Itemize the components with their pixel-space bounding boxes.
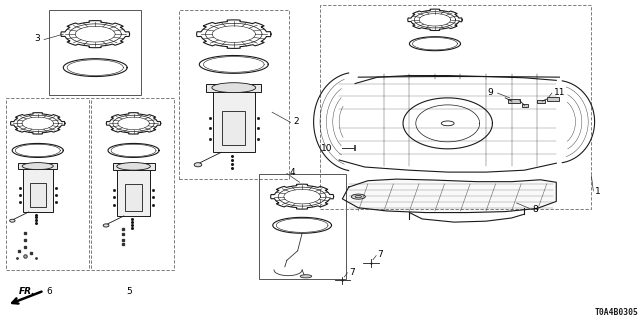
- Bar: [212, 84, 255, 152]
- Ellipse shape: [351, 194, 365, 199]
- Text: 1: 1: [595, 188, 600, 196]
- Bar: [206, 84, 261, 92]
- Text: 7: 7: [378, 251, 383, 260]
- Bar: [179, 10, 289, 179]
- Bar: [537, 100, 545, 103]
- Bar: [547, 97, 559, 101]
- Bar: [92, 98, 174, 270]
- Ellipse shape: [103, 224, 109, 227]
- Text: 10: 10: [321, 144, 333, 153]
- Bar: [49, 10, 141, 95]
- Text: FR.: FR.: [19, 287, 35, 296]
- Text: 2: 2: [293, 117, 299, 126]
- Bar: [23, 163, 52, 212]
- Text: 11: 11: [554, 88, 565, 97]
- Ellipse shape: [116, 163, 150, 170]
- Text: 8: 8: [532, 205, 538, 214]
- Bar: [125, 184, 143, 211]
- Text: 3: 3: [34, 35, 40, 44]
- Ellipse shape: [22, 163, 53, 170]
- Bar: [117, 163, 150, 216]
- Bar: [259, 174, 346, 279]
- Text: 4: 4: [289, 168, 295, 177]
- Bar: [19, 163, 57, 169]
- Bar: [320, 5, 591, 209]
- Ellipse shape: [300, 275, 312, 278]
- Text: 6: 6: [47, 287, 52, 296]
- Text: T0A4B0305: T0A4B0305: [594, 308, 638, 317]
- Polygon shape: [342, 179, 556, 212]
- Text: 5: 5: [127, 287, 132, 296]
- Ellipse shape: [212, 83, 256, 92]
- Text: 7: 7: [349, 268, 355, 277]
- Bar: [222, 111, 245, 146]
- Bar: [6, 98, 89, 270]
- Bar: [522, 104, 528, 108]
- Ellipse shape: [194, 163, 202, 167]
- Bar: [113, 163, 154, 170]
- Text: 9: 9: [487, 88, 493, 97]
- Bar: [29, 183, 46, 207]
- Ellipse shape: [10, 219, 15, 222]
- Bar: [508, 99, 520, 103]
